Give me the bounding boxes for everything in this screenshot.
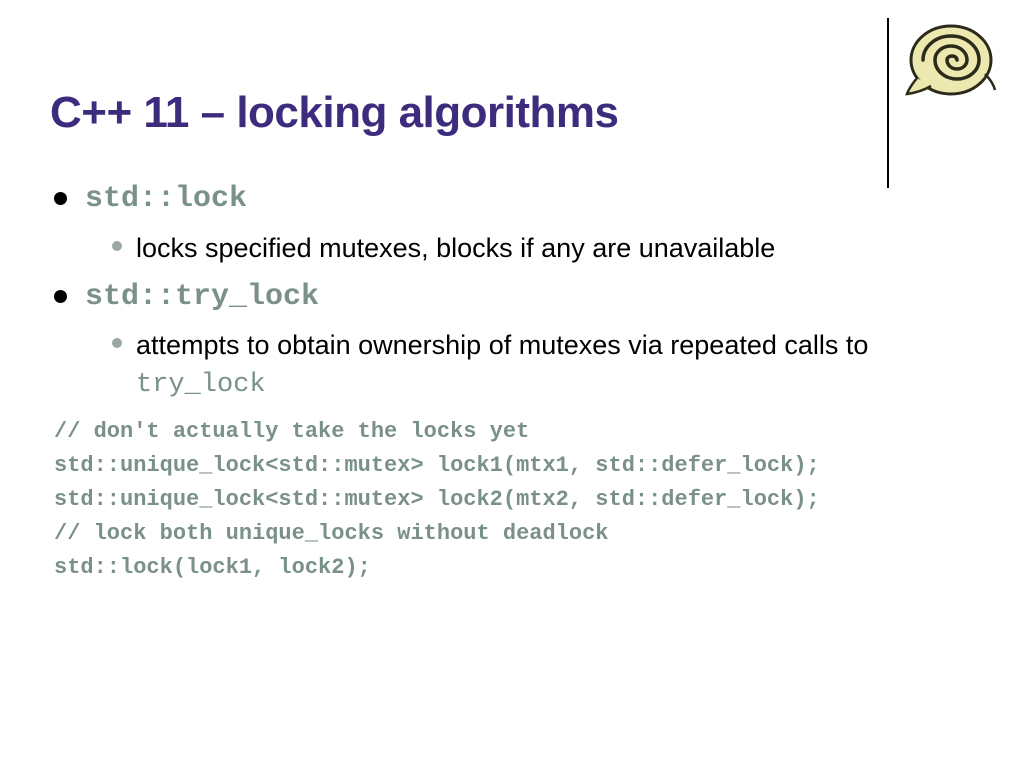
bullet-item: std::try_lock [54,278,974,318]
sub-dot-icon [112,338,122,348]
code-line: // lock both unique_locks without deadlo… [54,521,609,546]
code-line: std::lock(lock1, lock2); [54,555,371,580]
code-line: std::unique_lock<std::mutex> lock2(mtx2,… [54,487,820,512]
bullet-list: std::lock locks specified mutexes, block… [50,180,974,403]
code-line: // don't actually take the locks yet [54,419,529,444]
sub-text: attempts to obtain ownership of mutexes … [136,327,974,402]
sub-list: attempts to obtain ownership of mutexes … [54,327,974,402]
sub-item: locks specified mutexes, blocks if any a… [112,230,974,266]
code-term: std::try_lock [85,278,319,318]
slide-container: C++ 11 – locking algorithms std::lock lo… [0,0,1024,768]
sub-item: attempts to obtain ownership of mutexes … [112,327,974,402]
sub-list: locks specified mutexes, blocks if any a… [54,230,974,266]
sub-text: locks specified mutexes, blocks if any a… [136,230,775,266]
bullet-dot-icon [54,290,67,303]
vertical-divider [887,18,889,188]
sub-text-pre: attempts to obtain ownership of mutexes … [136,330,868,360]
snail-icon [899,18,999,98]
slide-title: C++ 11 – locking algorithms [50,88,974,138]
bullet-dot-icon [54,192,67,205]
code-term: std::lock [85,180,247,220]
code-line: std::unique_lock<std::mutex> lock1(mtx1,… [54,453,820,478]
code-block: // don't actually take the locks yet std… [50,415,974,585]
inline-code: try_lock [136,370,266,400]
sub-dot-icon [112,241,122,251]
bullet-item: std::lock [54,180,974,220]
